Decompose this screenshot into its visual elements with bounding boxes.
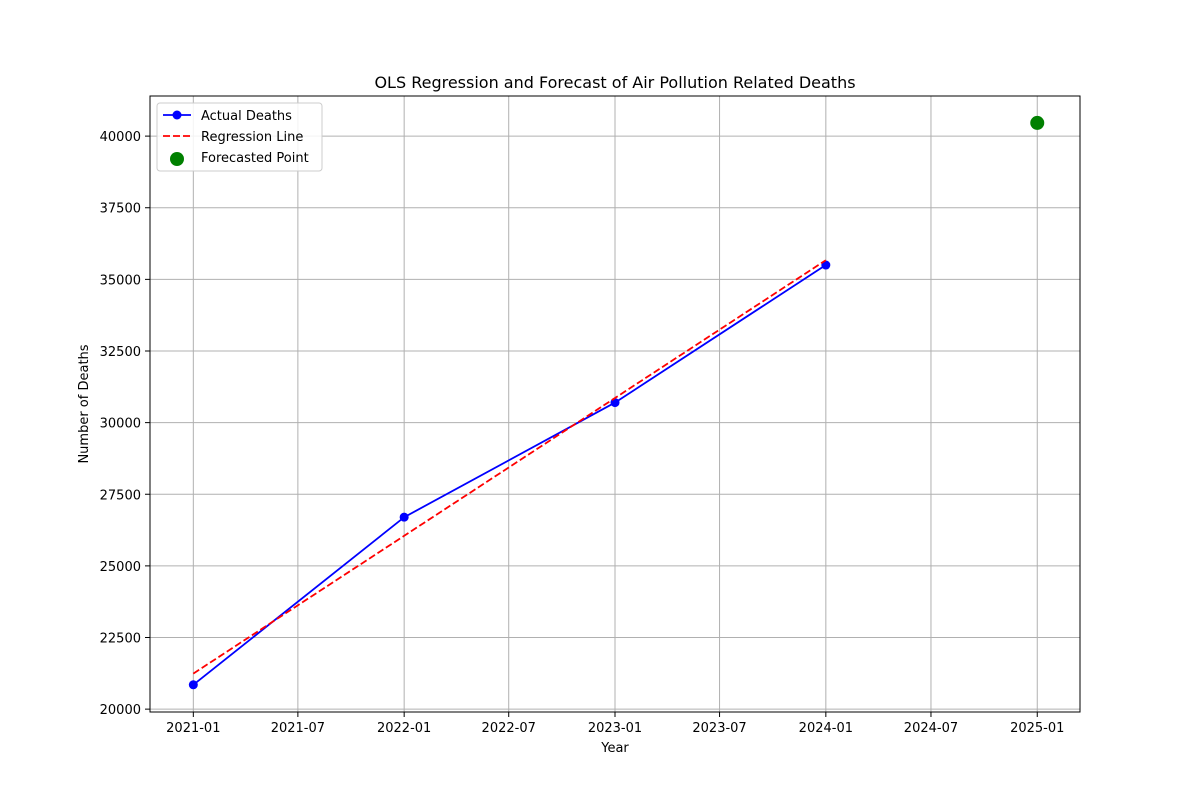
- x-axis-label: Year: [600, 741, 629, 756]
- x-tick-label: 2024-01: [799, 721, 853, 736]
- regression-line: [192, 259, 827, 675]
- legend-marker-actual-deaths: [172, 110, 182, 120]
- grid: [150, 96, 1080, 712]
- y-tick-label: 22500: [100, 632, 141, 647]
- y-tick-label: 37500: [100, 202, 141, 217]
- actual-deaths-point: [399, 512, 409, 522]
- y-tick-label: 27500: [100, 488, 141, 503]
- chart-title: OLS Regression and Forecast of Air Pollu…: [374, 73, 855, 92]
- legend-label: Forecasted Point: [201, 151, 309, 166]
- legend-label: Regression Line: [201, 130, 303, 145]
- forecasted-point: [1030, 115, 1045, 130]
- y-tick-label: 30000: [100, 417, 141, 432]
- legend: Actual Deaths Regression Line Forecasted P…: [156, 102, 323, 172]
- y-tick-label: 20000: [100, 703, 141, 718]
- plot-series: [188, 115, 1045, 690]
- x-tick-label: 2023-07: [692, 721, 746, 736]
- actual-deaths-point: [188, 680, 198, 690]
- y-tick-label: 25000: [100, 560, 141, 575]
- legend-box: [156, 102, 323, 172]
- y-tick-label: 32500: [100, 345, 141, 360]
- x-tick-label: 2022-07: [482, 721, 536, 736]
- legend-marker-forecasted-point: [170, 152, 184, 166]
- x-tick-label: 2024-07: [904, 721, 958, 736]
- actual-deaths-point: [821, 260, 831, 270]
- x-tick-label: 2022-01: [377, 721, 431, 736]
- axis-ticks: 2021-01 2021-07 2022-01 2022-07 2023-01 2023-…: [100, 130, 1065, 736]
- y-tick-label: 40000: [100, 130, 141, 145]
- actual-deaths-line: [192, 264, 827, 686]
- x-tick-label: 2021-07: [271, 721, 325, 736]
- legend-label: Actual Deaths: [201, 109, 292, 124]
- x-tick-label: 2021-01: [166, 721, 220, 736]
- x-tick-label: 2023-01: [588, 721, 642, 736]
- x-tick-label: 2025-01: [1010, 721, 1064, 736]
- y-tick-label: 35000: [100, 273, 141, 288]
- y-axis-label: Number of Deaths: [77, 344, 92, 463]
